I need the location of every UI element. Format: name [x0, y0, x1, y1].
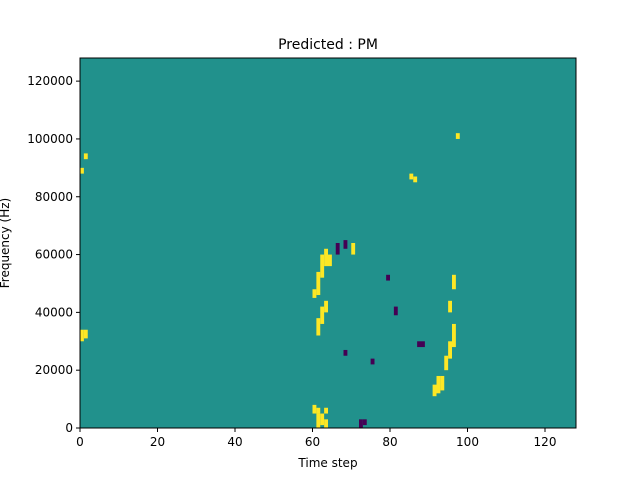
heatmap-cell [316, 271, 321, 296]
x-tick-label: 100 [456, 435, 479, 449]
x-tick-label: 60 [305, 435, 320, 449]
heatmap-cell [409, 173, 414, 180]
x-tick-label: 40 [227, 435, 242, 449]
heatmap-cell [312, 289, 317, 298]
y-tick-label: 100000 [27, 132, 73, 146]
heatmap-cell [316, 318, 321, 336]
heatmap-cell [362, 419, 367, 426]
heatmap-cell [324, 248, 328, 267]
heatmap-cell [386, 274, 390, 281]
heatmap-cell [324, 419, 328, 428]
heatmap-cell [370, 358, 375, 365]
heatmap-cell [448, 300, 452, 313]
heatmap-cell [440, 375, 445, 391]
heatmap-cell [83, 329, 88, 339]
x-tick-label: 20 [150, 435, 165, 449]
x-axis-label: Time step [297, 456, 357, 470]
heatmap-cell [343, 349, 348, 356]
heatmap-background [80, 58, 576, 428]
heatmap-cell [413, 176, 418, 183]
y-tick-label: 120000 [27, 74, 73, 88]
chart-title: Predicted : PM [278, 37, 378, 53]
heatmap-cell [320, 254, 325, 278]
heatmap-cell [324, 300, 328, 313]
heatmap-cell [444, 355, 449, 371]
y-axis-label: Frequency (Hz) [0, 198, 12, 289]
heatmap-cell [83, 153, 88, 160]
y-tick-label: 0 [65, 421, 73, 435]
x-tick-label: 0 [76, 435, 84, 449]
y-tick-label: 40000 [35, 305, 73, 319]
heatmap-cell [335, 243, 340, 255]
heatmap-cell [328, 254, 332, 267]
heatmap-cell [324, 407, 328, 414]
heatmap-cell [312, 404, 317, 414]
y-axis: 0 20000 40000 60000 80000 100000 120000 [27, 74, 80, 435]
y-tick-label: 80000 [35, 190, 73, 204]
heatmap-cell [320, 413, 325, 426]
heatmap-cell [393, 306, 398, 316]
heatmap-cell [417, 341, 421, 348]
heatmap-cell [359, 419, 363, 428]
heatmap-cell [436, 375, 441, 394]
heatmap-cells [80, 58, 576, 428]
heatmap-cell [452, 274, 456, 290]
heatmap-cell [80, 167, 84, 174]
heatmap-cell [455, 133, 460, 139]
heatmap-cell [421, 341, 425, 348]
heatmap-cell [80, 329, 84, 342]
heatmap-cell [351, 243, 356, 255]
heatmap-cell [316, 407, 321, 414]
heatmap-cell [432, 384, 437, 397]
heatmap-cell [343, 240, 348, 249]
y-tick-label: 20000 [35, 363, 73, 377]
x-tick-label: 80 [382, 435, 397, 449]
x-tick-label: 120 [534, 435, 557, 449]
y-tick-label: 60000 [35, 248, 73, 262]
heatmap-cell [452, 323, 456, 348]
plot-frame [79, 57, 577, 429]
heatmap-cell [316, 413, 321, 428]
heatmap-cell [448, 341, 452, 359]
x-axis: 0 20 40 60 80 100 120 [76, 428, 556, 449]
heatmap-cell [320, 306, 325, 324]
